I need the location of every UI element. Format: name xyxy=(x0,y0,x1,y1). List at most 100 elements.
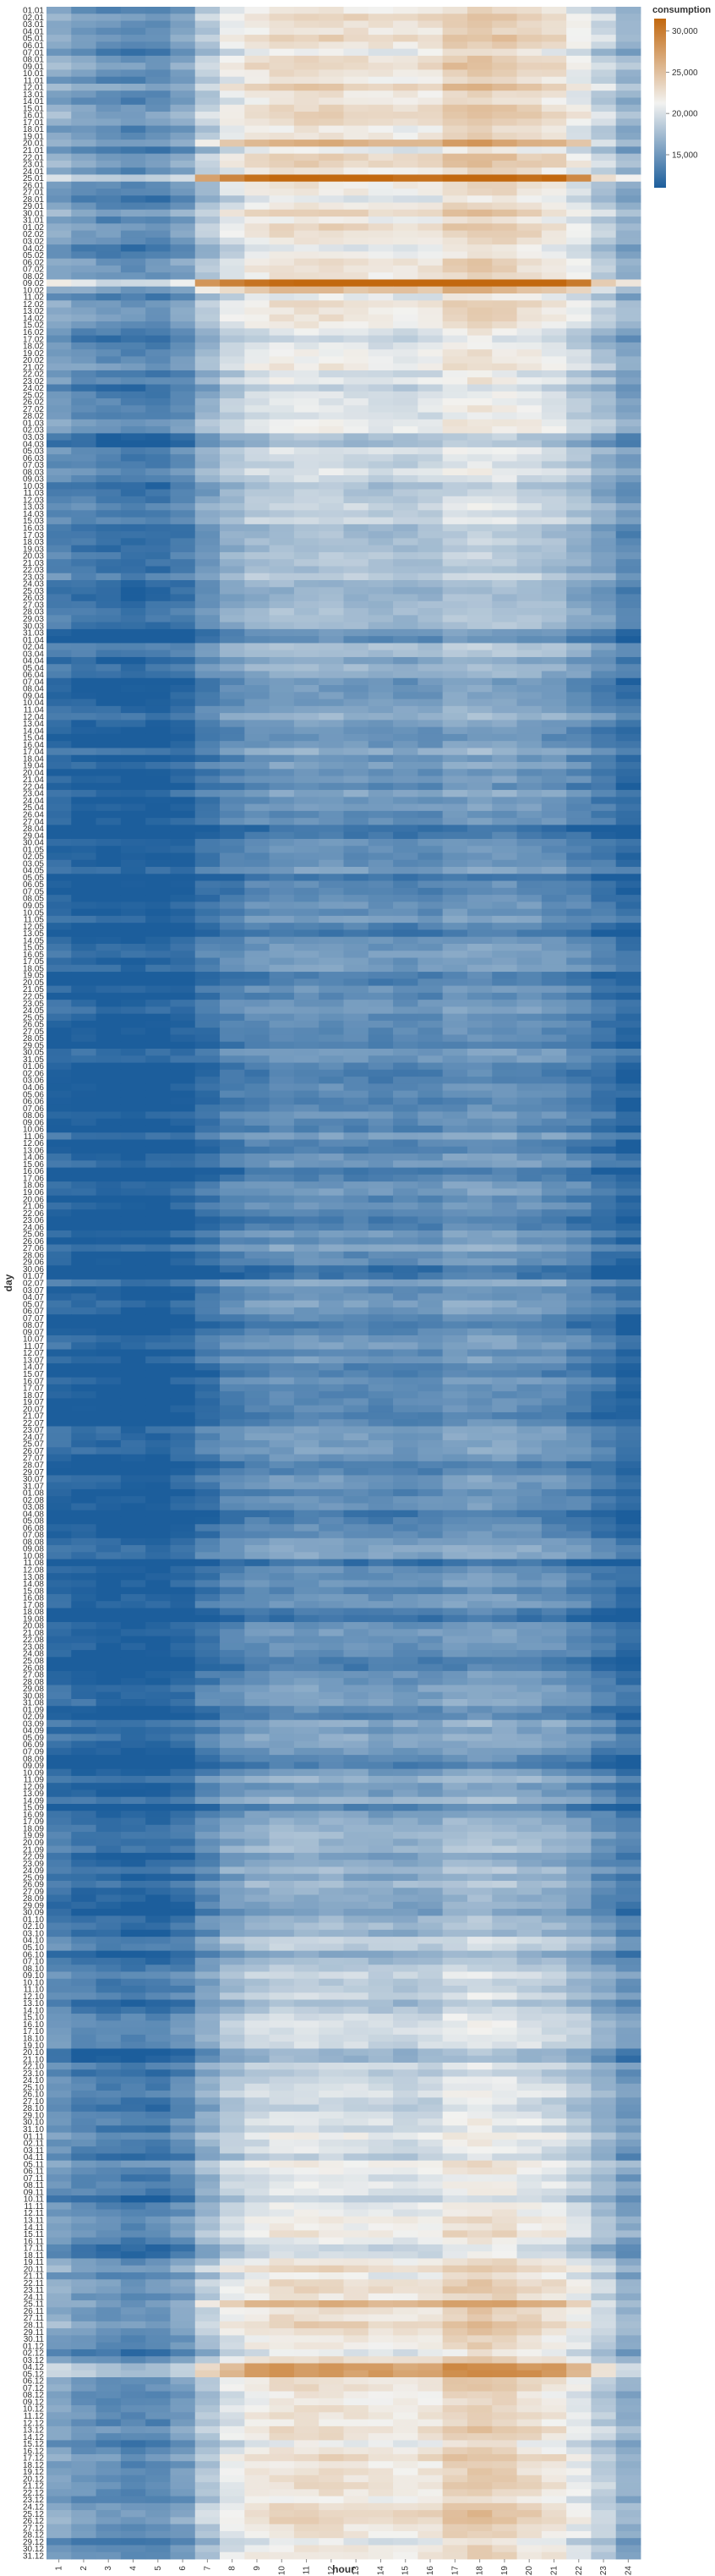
heatmap-cell xyxy=(516,1454,543,1462)
heatmap-cell xyxy=(368,1314,394,1322)
heatmap-cell xyxy=(516,90,543,98)
heatmap-cell xyxy=(293,580,319,588)
heatmap-cell xyxy=(244,1454,270,1462)
heatmap-cell xyxy=(120,957,146,966)
heatmap-cell xyxy=(343,188,369,196)
heatmap-cell xyxy=(343,741,369,748)
heatmap-cell xyxy=(170,1055,196,1063)
heatmap-cell xyxy=(442,936,468,945)
heatmap-cell xyxy=(368,803,394,812)
heatmap-cell xyxy=(442,293,468,301)
heatmap-cell xyxy=(120,699,146,707)
heatmap-cell xyxy=(418,790,444,797)
heatmap-cell xyxy=(516,1342,543,1350)
heatmap-cell xyxy=(541,1160,567,1168)
heatmap-cell xyxy=(319,69,344,78)
heatmap-cell xyxy=(244,426,270,434)
heatmap-cell xyxy=(96,545,122,553)
heatmap-cell xyxy=(591,587,617,595)
heatmap-cell xyxy=(442,985,468,994)
heatmap-cell xyxy=(96,538,122,546)
heatmap-cell xyxy=(343,272,369,280)
heatmap-cell xyxy=(220,776,245,784)
heatmap-cell xyxy=(442,1188,468,1197)
heatmap-cell xyxy=(591,978,617,986)
heatmap-cell xyxy=(418,20,444,29)
heatmap-cell xyxy=(541,349,567,357)
heatmap-cell xyxy=(591,496,617,504)
heatmap-cell xyxy=(319,1363,344,1371)
heatmap-cell xyxy=(194,202,221,211)
heatmap-cell xyxy=(269,370,295,378)
heatmap-cell xyxy=(194,14,221,21)
heatmap-cell xyxy=(269,140,295,147)
heatmap-cell xyxy=(418,48,444,57)
heatmap-cell xyxy=(244,489,270,497)
heatmap-cell xyxy=(46,838,72,847)
heatmap-cell xyxy=(566,1279,592,1287)
heatmap-cell xyxy=(343,992,369,1000)
heatmap-cell xyxy=(269,426,295,434)
heatmap-cell xyxy=(591,279,617,288)
heatmap-cell xyxy=(170,1154,196,1161)
heatmap-cell xyxy=(293,1230,319,1238)
heatmap-cell xyxy=(467,692,493,699)
heatmap-cell xyxy=(418,1000,444,1007)
heatmap-cell xyxy=(96,825,122,833)
heatmap-cell xyxy=(368,677,394,686)
heatmap-cell xyxy=(467,258,493,266)
heatmap-cell xyxy=(170,251,196,260)
heatmap-cell xyxy=(442,1111,468,1120)
heatmap-cell xyxy=(46,978,72,986)
heatmap-cell xyxy=(492,83,517,91)
heatmap-cell xyxy=(194,622,221,630)
heatmap-cell xyxy=(418,447,444,455)
heatmap-cell xyxy=(120,852,146,861)
heatmap-cell xyxy=(170,1216,196,1225)
heatmap-cell xyxy=(615,433,641,441)
heatmap-cell xyxy=(269,1279,295,1287)
heatmap-cell xyxy=(343,14,369,21)
heatmap-cell xyxy=(244,1006,270,1015)
heatmap-cell xyxy=(319,1398,344,1406)
heatmap-cell xyxy=(319,1230,344,1238)
heatmap-cell xyxy=(269,538,295,546)
heatmap-cell xyxy=(393,496,418,504)
heatmap-cell xyxy=(71,279,96,288)
heatmap-cell xyxy=(269,943,295,951)
heatmap-cell xyxy=(442,517,468,525)
heatmap-cell xyxy=(145,957,171,966)
heatmap-cell xyxy=(343,1405,369,1413)
heatmap-cell xyxy=(194,825,221,833)
heatmap-cell xyxy=(591,426,617,434)
heatmap-cell xyxy=(591,181,617,189)
heatmap-cell xyxy=(492,1258,517,1266)
heatmap-cell xyxy=(615,951,641,958)
heatmap-cell xyxy=(71,1258,96,1266)
heatmap-cell xyxy=(293,1216,319,1225)
heatmap-cell xyxy=(244,48,270,57)
heatmap-cell xyxy=(96,769,122,776)
heatmap-cell xyxy=(566,1041,592,1050)
heatmap-cell xyxy=(194,433,221,441)
heatmap-cell xyxy=(71,1447,96,1455)
heatmap-cell xyxy=(343,132,369,140)
heatmap-cell xyxy=(566,112,592,119)
heatmap-cell xyxy=(96,1237,122,1245)
heatmap-cell xyxy=(269,1307,295,1315)
heatmap-cell xyxy=(492,699,517,707)
heatmap-cell xyxy=(170,314,196,322)
heatmap-cell xyxy=(293,1237,319,1245)
heatmap-cell xyxy=(194,293,221,301)
heatmap-cell xyxy=(393,880,418,889)
heatmap-cell xyxy=(120,321,146,329)
heatmap-cell xyxy=(170,384,196,392)
heatmap-cell xyxy=(516,20,543,29)
heatmap-cell xyxy=(319,1209,344,1217)
heatmap-cell xyxy=(343,566,369,574)
heatmap-cell xyxy=(194,664,221,671)
heatmap-cell xyxy=(96,587,122,595)
heatmap-cell xyxy=(492,1286,517,1294)
heatmap-cell xyxy=(269,146,295,155)
heatmap-cell xyxy=(343,41,369,50)
